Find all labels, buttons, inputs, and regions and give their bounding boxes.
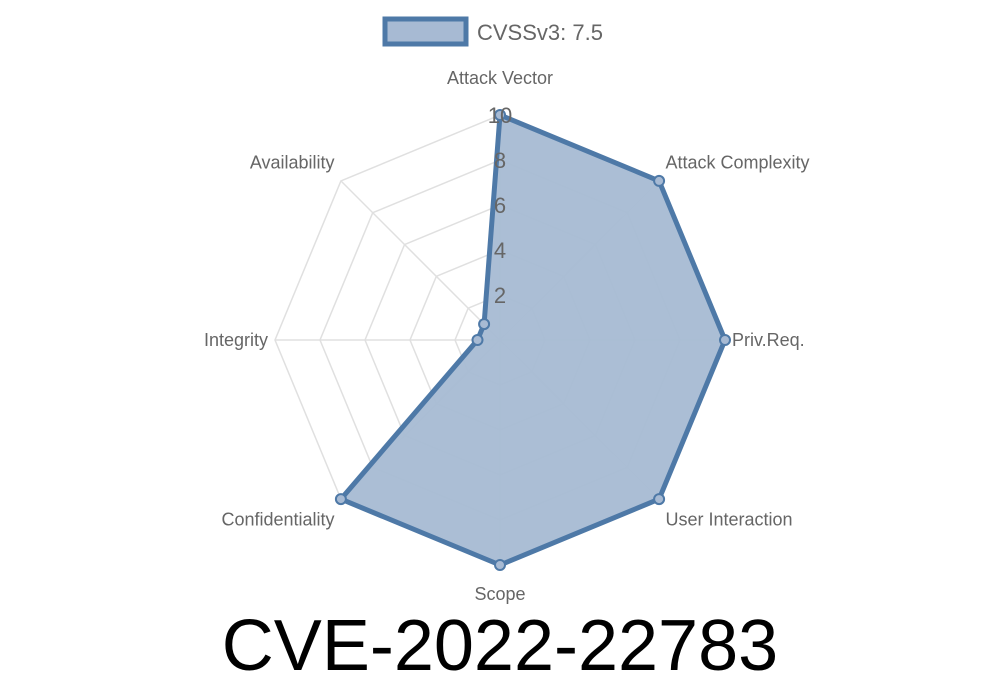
page-title: CVE-2022-22783 [221, 606, 779, 686]
data-point[interactable] [719, 334, 731, 346]
data-point[interactable] [653, 174, 666, 187]
axis-label: Attack Vector [447, 68, 553, 88]
tick-label: 2 [494, 283, 506, 308]
tick-labels: 2 4 6 8 10 [488, 103, 512, 308]
legend-swatch [382, 16, 469, 47]
axis-label: Priv.Req. [732, 330, 805, 350]
tick-label: 10 [488, 103, 512, 128]
tick-label: 8 [494, 148, 506, 173]
data-point[interactable] [334, 493, 347, 506]
tick-label: 4 [494, 238, 506, 263]
axis-label: Integrity [204, 330, 268, 350]
axis-label: Attack Complexity [665, 153, 809, 173]
data-point[interactable] [478, 318, 491, 331]
tick-label: 6 [494, 193, 506, 218]
series-area [334, 109, 731, 571]
data-point[interactable] [653, 493, 666, 506]
axis-label: User Interaction [665, 509, 792, 529]
legend[interactable]: CVSSv3: 7.5 [382, 16, 603, 47]
grid-spoke [340, 180, 501, 341]
data-point[interactable] [494, 559, 506, 571]
data-point[interactable] [471, 334, 484, 346]
axis-label: Confidentiality [221, 509, 334, 529]
axis-labels: Attack Vector Attack Complexity Priv.Req. U… [204, 68, 810, 604]
legend-label: CVSSv3: 7.5 [477, 20, 603, 45]
axis-label: Scope [474, 584, 525, 604]
data-point[interactable] [494, 109, 506, 121]
axis-label: Availability [250, 153, 335, 173]
